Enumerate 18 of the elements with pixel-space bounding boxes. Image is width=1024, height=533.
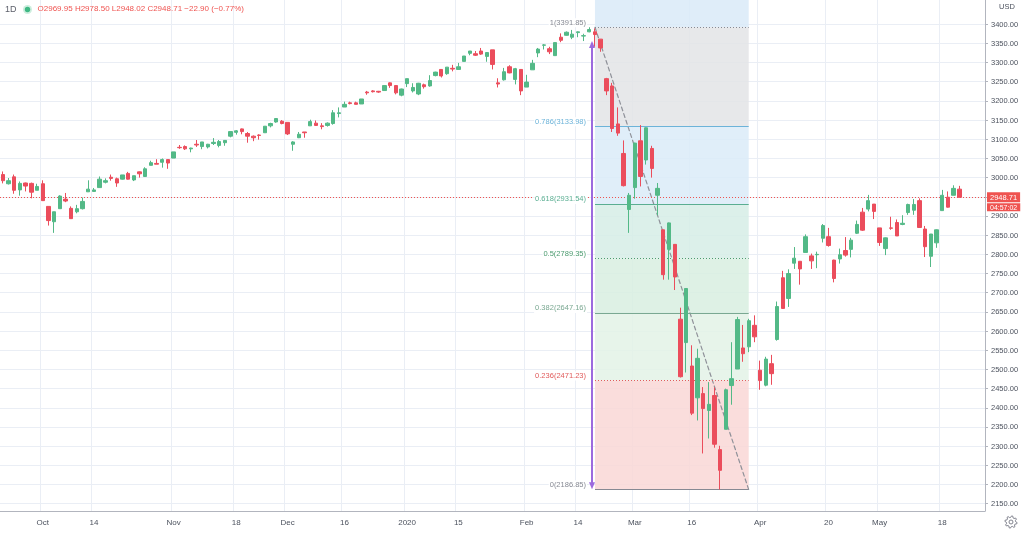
x-tick-label: Feb	[519, 517, 535, 527]
x-tick-label: 20	[823, 517, 834, 527]
x-tick-label: Dec	[280, 517, 295, 527]
x-tick-label: Mar	[627, 517, 643, 527]
x-tick-label: 16	[687, 517, 697, 527]
text: O2969.95 H2978.50 L2948.02 C2948.71 −22.90 (−0.77%)	[37, 3, 244, 15]
chart-title: 1D	[5, 3, 17, 15]
x-tick-label: 14	[89, 517, 99, 527]
x-tick-label: 2020	[398, 517, 417, 527]
x-tick-label: 15	[453, 517, 464, 527]
x-tick-label: Oct	[36, 517, 50, 527]
x-tick-label: 18	[937, 517, 948, 527]
x-tick-label: 18	[231, 517, 242, 527]
x-tick-label: 16	[340, 517, 350, 527]
x-tick-label: Apr	[753, 517, 767, 527]
x-tick-label: 14	[573, 517, 583, 527]
x-tick-label: Nov	[166, 517, 181, 527]
x-tick-label: May	[872, 517, 888, 527]
